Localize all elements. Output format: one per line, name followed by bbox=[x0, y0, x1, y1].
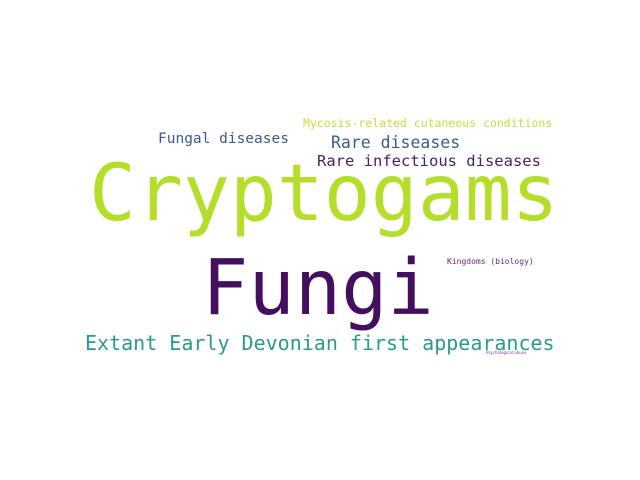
word-psychological-abuse: Psychological abuse bbox=[486, 350, 527, 355]
word-rare-infectious-diseases: Rare infectious diseases bbox=[317, 152, 541, 170]
word-extant-early-devonian: Extant Early Devonian first appearances bbox=[85, 331, 555, 355]
word-kingdoms-biology: Kingdoms (biology) bbox=[447, 257, 534, 266]
word-fungi: Fungi bbox=[202, 244, 434, 333]
word-cryptogams: Cryptogams bbox=[89, 149, 559, 239]
word-rare-diseases: Rare diseases bbox=[331, 133, 461, 152]
word-fungal-diseases: Fungal diseases bbox=[158, 131, 289, 147]
word-mycosis-related: Mycosis-related cutaneous conditions bbox=[303, 116, 553, 130]
